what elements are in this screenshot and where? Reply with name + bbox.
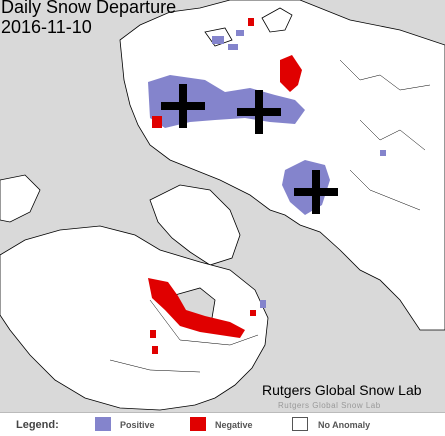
- credit-label: Rutgers Global Snow Lab: [262, 382, 422, 398]
- map-date: 2016-11-10: [1, 17, 92, 37]
- legend-swatch-positive: [95, 417, 111, 431]
- plus-marker-icon: [161, 84, 205, 128]
- map-title: Daily Snow Departure: [1, 0, 177, 17]
- legend-bar: Legend: Positive Negative No Anomaly: [0, 412, 445, 436]
- legend-item-positive: Positive: [120, 420, 155, 430]
- alaska: [0, 174, 41, 223]
- credit-watermark: Rutgers Global Snow Lab: [278, 401, 381, 410]
- plus-marker-icon-group: [161, 84, 338, 214]
- greenland: [149, 184, 241, 266]
- map-canvas: [0, 0, 445, 412]
- novaya-zemlya: [261, 7, 293, 33]
- plus-marker-icon: [237, 90, 281, 134]
- north-america-landmass: [0, 225, 269, 411]
- legend-item-negative: Negative: [215, 420, 253, 430]
- title-block: Daily Snow Departure 2016-11-10: [1, 0, 176, 37]
- legend-swatch-negative: [190, 417, 206, 431]
- legend-swatch-no-anomaly: [292, 417, 308, 431]
- country-borders: [109, 59, 431, 373]
- legend-item-no-anomaly: No Anomaly: [318, 420, 371, 430]
- legend-label: Legend:: [16, 419, 59, 431]
- negative-anomaly-regions: [148, 18, 302, 354]
- plus-marker-icon: [294, 170, 338, 214]
